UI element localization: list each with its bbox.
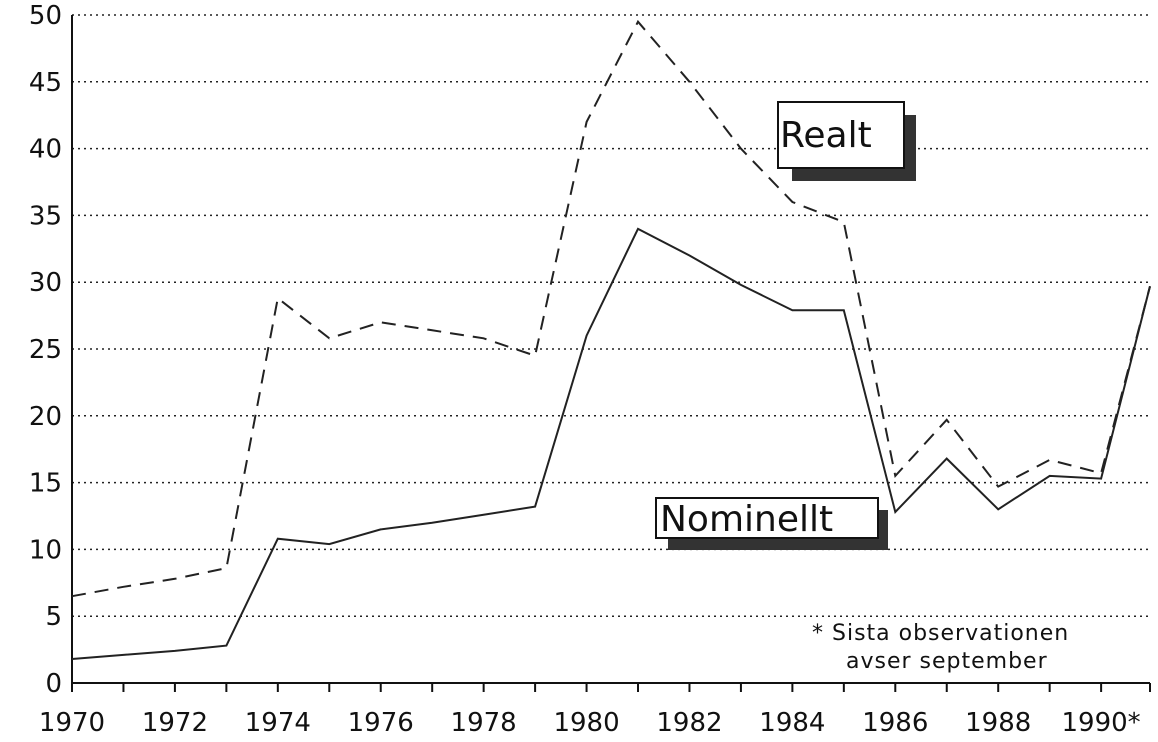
y-tick-label: 50 xyxy=(29,1,62,31)
y-tick-label: 10 xyxy=(29,535,62,565)
y-tick-label: 45 xyxy=(29,68,62,98)
legend-label-nominellt: Nominellt xyxy=(660,499,833,540)
series-line-realt xyxy=(71,19,1151,598)
x-tick-label: 1972 xyxy=(142,708,208,738)
legend-entry-realt: Realt xyxy=(777,101,916,181)
legend-entry-nominellt: Nominellt xyxy=(655,497,888,550)
series-line-nominellt xyxy=(71,227,1151,660)
annotation-line-1: * Sista observationen xyxy=(812,621,1069,646)
y-tick-label: 0 xyxy=(45,669,62,699)
legend-label-realt: Realt xyxy=(780,115,872,156)
y-tick-label: 25 xyxy=(29,335,62,365)
x-tick-label: 1976 xyxy=(348,708,414,738)
y-tick-label: 20 xyxy=(29,402,62,432)
x-tick-label: 1980 xyxy=(553,708,619,738)
x-tick-label: 1988 xyxy=(965,708,1031,738)
axes xyxy=(71,15,1151,692)
annotation-line-2: avser september xyxy=(846,649,1048,674)
x-tick-label: 1978 xyxy=(451,708,517,738)
x-tick-label: 1990* xyxy=(1062,708,1141,738)
x-tick-label: 1982 xyxy=(656,708,722,738)
y-tick-label: 5 xyxy=(45,602,62,632)
x-tick-label: 1970 xyxy=(39,708,105,738)
x-tick-label: 1984 xyxy=(759,708,825,738)
y-tick-label: 15 xyxy=(29,469,62,499)
y-tick-label: 35 xyxy=(29,201,62,231)
y-tick-label: 30 xyxy=(29,268,62,298)
x-tick-label: 1986 xyxy=(862,708,928,738)
grid-lines xyxy=(72,14,1150,617)
series-lines xyxy=(71,19,1151,660)
tick-labels: 0 5 10 15 20 25 30 35 40 45 50 1970 1972 1974 1976 1978… xyxy=(29,1,1141,738)
y-tick-label: 40 xyxy=(29,135,62,165)
x-tick-label: 1974 xyxy=(245,708,311,738)
